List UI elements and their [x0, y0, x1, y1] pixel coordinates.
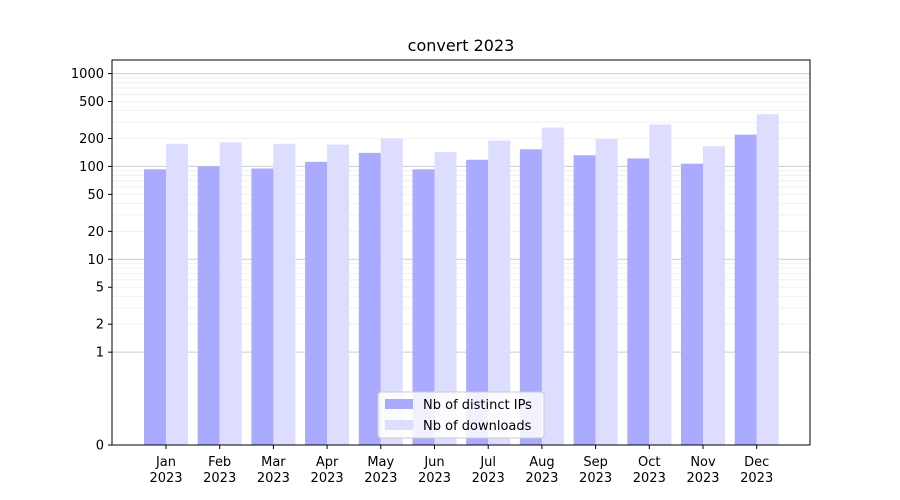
bar-downloads [273, 143, 296, 445]
x-tick-label: Feb [208, 455, 231, 470]
bar-distinct-ips [519, 149, 542, 446]
x-tick-label: 2023 [740, 471, 773, 486]
x-tick-label: 2023 [257, 471, 290, 486]
bar-downloads [327, 144, 350, 445]
y-tick-label: 500 [79, 95, 104, 110]
bar-distinct-ips [681, 163, 703, 445]
x-tick-label: Aug [529, 455, 554, 470]
bar-downloads [488, 140, 511, 445]
x-tick-label: Dec [744, 455, 769, 470]
bar-distinct-ips [466, 159, 489, 445]
bar-downloads [541, 127, 564, 445]
plot-frame [111, 59, 811, 446]
x-tick-label: Jun [423, 455, 444, 470]
bar-distinct-ips [412, 169, 435, 445]
x-tick-label: 2023 [149, 471, 182, 486]
bar-downloads [649, 124, 672, 445]
x-tick-label: 2023 [633, 471, 666, 486]
x-tick-label: 2023 [203, 471, 236, 486]
legend-box [377, 391, 545, 439]
bar-distinct-ips [734, 134, 757, 445]
bar-downloads [756, 114, 779, 446]
y-tick-label: 5 [96, 281, 104, 296]
bar-distinct-ips [305, 161, 328, 445]
x-tick-label: Oct [638, 455, 660, 470]
legend-label: Nb of distinct IPs [423, 398, 532, 413]
x-tick-label: 2023 [579, 471, 612, 486]
x-tick-label: Jan [155, 455, 176, 470]
bar-downloads [595, 139, 618, 445]
chart-title: convert 2023 [408, 36, 515, 55]
y-tick-label: 50 [87, 188, 104, 203]
bar-distinct-ips [144, 169, 166, 445]
legend: Nb of distinct IPs Nb of downloads [377, 391, 545, 439]
bar-downloads [380, 138, 403, 445]
bar-distinct-ips [251, 168, 274, 446]
bar-distinct-ips [627, 158, 650, 445]
x-tick-label: Apr [316, 455, 339, 470]
y-tick-label: 100 [79, 160, 104, 175]
legend-label: Nb of downloads [423, 419, 532, 434]
x-tick-label: 2023 [525, 471, 558, 486]
x-tick-label: Nov [690, 455, 716, 470]
x-tick-label: 2023 [686, 471, 719, 486]
bar-distinct-ips [573, 155, 596, 445]
bar-distinct-ips [197, 166, 220, 446]
x-tick-label: Sep [583, 455, 608, 470]
bar-layer [144, 114, 779, 446]
x-tick-label: Mar [261, 455, 286, 470]
y-tick-label: 2 [96, 318, 104, 333]
x-tick-label: 2023 [418, 471, 451, 486]
bar-downloads [166, 143, 188, 445]
legend-swatch [385, 420, 413, 430]
y-tick-label: 1000 [71, 67, 104, 82]
y-tick-label: 200 [79, 132, 104, 147]
x-tick-label: 2023 [364, 471, 397, 486]
bar-downloads [434, 152, 457, 445]
y-tick-label: 10 [87, 253, 104, 268]
legend-swatch [385, 399, 413, 409]
y-tick-label: 20 [87, 225, 104, 240]
bar-downloads [219, 142, 242, 445]
y-tick-label: 1 [96, 346, 104, 361]
x-tick-label: Jul [479, 455, 496, 470]
x-tick-label: 2023 [472, 471, 505, 486]
y-tick-label: 0 [96, 439, 104, 454]
bar-downloads [703, 146, 725, 445]
bar-distinct-ips [358, 152, 381, 445]
x-tick-label: 2023 [311, 471, 344, 486]
x-tick-label: May [367, 455, 394, 470]
axis-layer: Jan2023Feb2023Mar2023Apr2023May2023Jun20… [71, 59, 811, 486]
